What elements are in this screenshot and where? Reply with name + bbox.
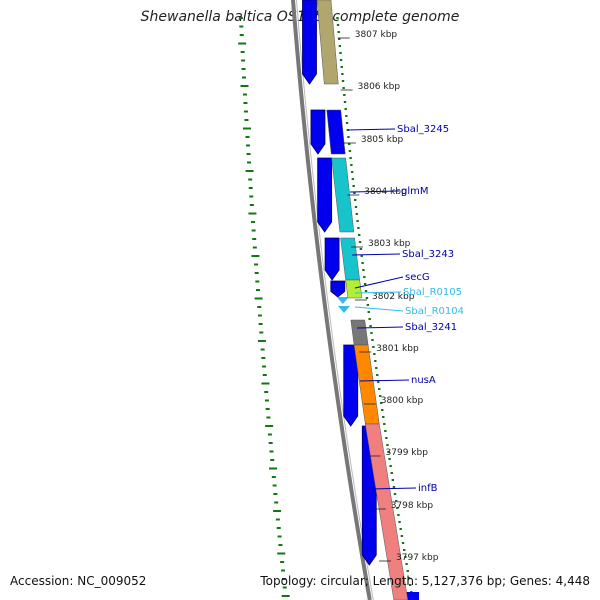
label-leader xyxy=(354,291,402,294)
ruler-label: 3801 kbp xyxy=(376,344,419,354)
gene-label: secG xyxy=(405,272,430,283)
gene-block xyxy=(365,423,409,600)
accession-text: Accession: NC_009052 xyxy=(10,574,147,588)
ruler-label: 3803 kbp xyxy=(368,239,411,249)
genome-backbone-highlight xyxy=(296,0,374,600)
gene-block xyxy=(316,0,339,85)
trna-arrow xyxy=(336,297,349,304)
label-leader xyxy=(354,276,404,289)
ruler-label: 3802 kbp xyxy=(372,292,415,302)
label-leader xyxy=(356,326,404,329)
label-leader xyxy=(359,379,410,382)
gene-label: Sbal_3245 xyxy=(397,124,449,135)
cds-arrow xyxy=(302,0,317,85)
gene-label: infB xyxy=(418,483,438,494)
gene-label: Sbal_R0105 xyxy=(403,287,462,298)
ruler-label: 3798 kbp xyxy=(391,501,434,511)
gene-block xyxy=(350,319,369,346)
gene-label: Sbal_3243 xyxy=(402,249,454,260)
ruler-label: 3804 kbp xyxy=(364,187,407,197)
cds-arrow xyxy=(330,280,346,298)
ruler-label: 3799 kbp xyxy=(386,448,429,458)
ruler-label: 3806 kbp xyxy=(358,82,401,92)
label-leader xyxy=(354,306,404,312)
topology-text: Topology: circular; Length: 5,127,376 bp… xyxy=(260,574,590,588)
label-leader xyxy=(367,487,417,490)
genome-backbone xyxy=(291,0,372,600)
gene-label: Sbal_R0104 xyxy=(405,306,464,317)
ruler-label: 3797 kbp xyxy=(396,553,439,563)
gene-label: glmM xyxy=(401,186,429,197)
gene-block xyxy=(340,237,360,281)
cds-arrow xyxy=(403,592,420,600)
label-leader xyxy=(351,253,401,256)
gene-label: nusA xyxy=(411,375,436,386)
cds-arrow xyxy=(310,109,326,155)
ruler-label: 3805 kbp xyxy=(361,135,404,145)
label-leader xyxy=(347,128,396,131)
gene-block xyxy=(331,157,355,233)
gene-label: Sbal_3241 xyxy=(405,322,457,333)
cds-arrow xyxy=(317,157,333,233)
cds-arrow xyxy=(324,237,340,281)
label-leader xyxy=(349,190,400,193)
gene-block xyxy=(345,279,363,299)
genome-title: Shewanella baltica OS155, complete genom… xyxy=(140,9,460,25)
gene-block xyxy=(326,109,346,155)
ruler-label: 3800 kbp xyxy=(381,396,424,406)
ruler-label: 3807 kbp xyxy=(355,30,398,40)
trna-arrow xyxy=(337,306,350,313)
